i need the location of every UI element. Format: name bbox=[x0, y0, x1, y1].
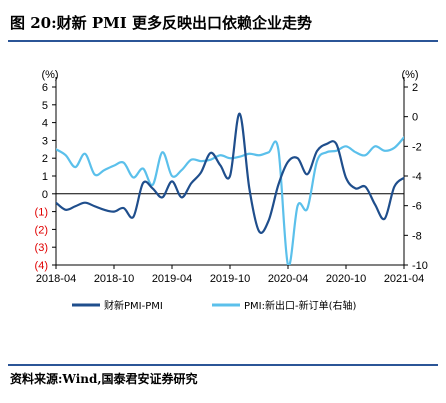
right-tick-label: 0 bbox=[412, 112, 418, 124]
left-tick-label: 1 bbox=[42, 171, 48, 183]
x-tick-label: 2019-04 bbox=[152, 273, 192, 285]
title-rule bbox=[8, 40, 438, 42]
x-tick-label: 2019-10 bbox=[210, 273, 250, 285]
left-tick-label: 3 bbox=[42, 135, 48, 147]
x-tick-label: 2018-04 bbox=[36, 273, 76, 285]
source-note: 资料来源:Wind,国泰君安证券研究 bbox=[10, 372, 198, 386]
left-axis-unit: (%) bbox=[41, 69, 58, 81]
series-caixin-pmi-line bbox=[56, 112, 404, 234]
source-rule bbox=[8, 364, 438, 366]
right-axis-unit: (%) bbox=[401, 69, 418, 81]
left-tick-label: 6 bbox=[42, 82, 48, 94]
left-tick-label: 4 bbox=[42, 118, 48, 130]
right-tick-label: 2 bbox=[412, 82, 418, 94]
right-tick-label: -8 bbox=[412, 230, 422, 242]
series-export-order-line bbox=[56, 136, 404, 265]
legend-label-caixin-pmi: 财新PMI-PMI bbox=[104, 299, 163, 312]
legend-label-export-order: PMI:新出口-新订单(右轴) bbox=[244, 299, 356, 312]
left-tick-label: (4) bbox=[35, 260, 48, 272]
right-tick-label: -10 bbox=[412, 260, 428, 272]
left-tick-label: 0 bbox=[42, 189, 48, 201]
left-tick-label: (3) bbox=[35, 242, 48, 254]
right-tick-label: -2 bbox=[412, 141, 422, 153]
left-tick-label: 2 bbox=[42, 153, 48, 165]
right-tick-label: -6 bbox=[412, 201, 422, 213]
x-tick-label: 2020-04 bbox=[268, 273, 308, 285]
left-tick-label: (1) bbox=[35, 207, 48, 219]
figure-title: 图 20:财新 PMI 更多反映出口依赖企业走势 bbox=[10, 14, 312, 32]
right-tick-label: -4 bbox=[412, 171, 422, 183]
x-tick-label: 2020-10 bbox=[326, 273, 366, 285]
left-tick-label: 5 bbox=[42, 100, 48, 112]
x-tick-label: 2021-04 bbox=[384, 273, 424, 285]
left-tick-label: (2) bbox=[35, 224, 48, 236]
x-tick-label: 2018-10 bbox=[94, 273, 134, 285]
